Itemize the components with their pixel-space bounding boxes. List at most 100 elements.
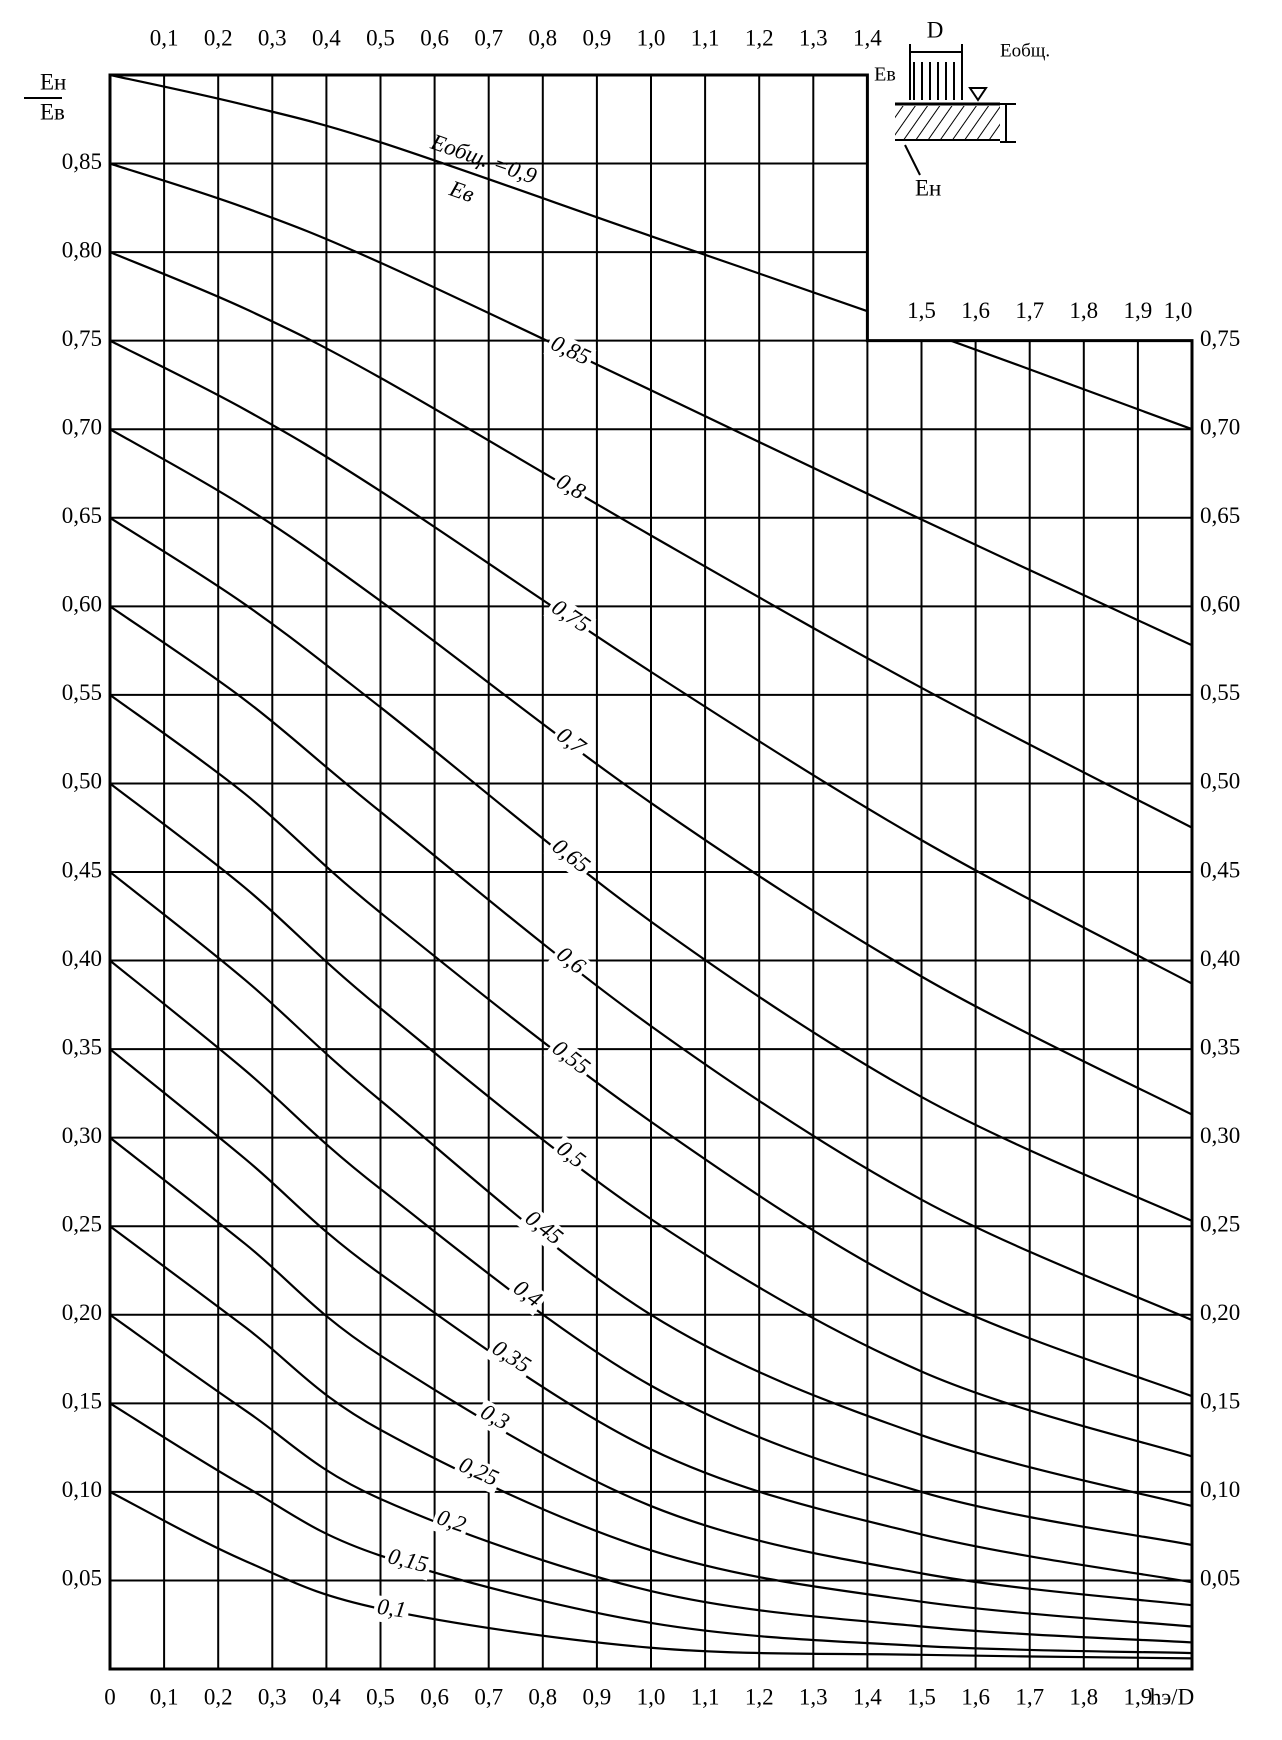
y-tick-label: 0,65: [62, 503, 102, 528]
right-y-tick-label: 0,10: [1200, 1477, 1240, 1502]
curve-label: 0,1: [372, 1594, 411, 1626]
upper-x-tick-label: 1,0: [1164, 298, 1193, 323]
y-tick-label: 0,20: [62, 1300, 102, 1325]
y-tick-label: 0,40: [62, 946, 102, 971]
top-x-tick-label: 1,1: [691, 25, 720, 50]
y-tick-label: 0,30: [62, 1123, 102, 1148]
y-tick-label: 0,25: [62, 1212, 102, 1237]
x-tick-label: 0,7: [474, 1684, 503, 1709]
x-tick-label: 0,8: [528, 1684, 557, 1709]
y-tick-label: 0,35: [62, 1034, 102, 1059]
top-x-tick-label: 0,4: [312, 25, 341, 50]
inset-e-upper: Eв: [874, 64, 896, 86]
top-x-tick-label: 1,3: [799, 25, 828, 50]
upper-x-tick-label: 1,6: [961, 298, 990, 323]
curve-label: Eобщ. =0,9Eв: [427, 129, 540, 208]
inset-e-lower: Eн: [915, 175, 941, 200]
right-y-tick-label: 0,15: [1200, 1389, 1240, 1414]
x-tick-label: 1,6: [961, 1684, 990, 1709]
curve-label: 0,2: [430, 1504, 472, 1541]
x-tick-label: 1,1: [691, 1684, 720, 1709]
curve: [110, 1402, 1192, 1655]
y-tick-label: 0,50: [62, 769, 102, 794]
right-y-tick-label: 0,20: [1200, 1300, 1240, 1325]
top-x-tick-label: 0,2: [204, 25, 233, 50]
curve: [110, 75, 1192, 431]
y-label-top: Eн: [40, 69, 66, 94]
y-tick-label: 0,05: [62, 1566, 102, 1591]
y-tick-label: 0,85: [62, 149, 102, 174]
curve-label-bg: [430, 1505, 472, 1541]
x-tick-label: 1,4: [853, 1684, 882, 1709]
y-tick-label: 0,45: [62, 857, 102, 882]
x-tick-label: 0: [104, 1684, 116, 1709]
right-y-tick-label: 0,45: [1200, 857, 1240, 882]
curve-label: 0,3: [472, 1398, 516, 1439]
x-tick-label: 0,1: [150, 1684, 179, 1709]
curve-label-bg: [543, 832, 597, 882]
curve: [110, 1048, 1192, 1584]
upper-x-tick-label: 1,5: [907, 298, 936, 323]
curve-label-bg: [548, 1134, 592, 1177]
top-x-tick-label: 0,5: [366, 25, 395, 50]
y-tick-label: 0,70: [62, 415, 102, 440]
x-tick-label: 1,5: [907, 1684, 936, 1709]
curve: [110, 1490, 1192, 1660]
curve-label-bg: [504, 1274, 549, 1316]
annotation: Eв: [446, 175, 478, 207]
upper-x-tick-label: 1,7: [1015, 298, 1044, 323]
right-y-tick-label: 0,55: [1200, 680, 1240, 705]
curve: [110, 162, 1192, 647]
curve-label-bg: [543, 594, 597, 642]
y-tick-label: 0,75: [62, 326, 102, 351]
y-tick-label: 0,10: [62, 1477, 102, 1502]
top-x-tick-label: 0,6: [420, 25, 449, 50]
y-tick-label: 0,55: [62, 680, 102, 705]
curve-label-bg: [543, 330, 597, 374]
curve-label-bg: [451, 1451, 505, 1495]
x-tick-label: 1,3: [799, 1684, 828, 1709]
curve: [110, 1136, 1192, 1607]
right-y-tick-label: 0,05: [1200, 1566, 1240, 1591]
top-x-tick-label: 0,1: [150, 25, 179, 50]
curve-label-bg: [483, 1334, 537, 1382]
x-tick-label: 0,5: [366, 1684, 395, 1709]
curve-label-bg: [381, 1544, 434, 1581]
curve-label: 0,8: [548, 468, 592, 509]
curve-label-text: 0,1: [376, 1594, 408, 1623]
curve-label: 0,35: [483, 1334, 537, 1382]
curve-label-bg: [548, 468, 592, 509]
right-y-tick-label: 0,35: [1200, 1034, 1240, 1059]
x-tick-label: 0,2: [204, 1684, 233, 1709]
upper-x-tick-label: 1,8: [1069, 298, 1098, 323]
curve-label-bg: [516, 1204, 569, 1254]
curve-label-bg: [372, 1594, 411, 1626]
inset-load: [913, 62, 955, 100]
right-y-tick-label: 0,40: [1200, 946, 1240, 971]
curve: [110, 428, 1192, 1116]
curve-label: 0,5: [548, 1134, 592, 1177]
curve-label: 0,85: [543, 330, 597, 374]
curve-label-text: 0,8: [552, 468, 590, 504]
curve-label-text: Eобщ. =0,9: [427, 129, 540, 189]
top-x-tick-label: 1,0: [637, 25, 666, 50]
right-y-tick-label: 0,60: [1200, 592, 1240, 617]
y-label-bottom: Eв: [40, 99, 65, 124]
inset-level: [968, 87, 988, 102]
y-tick-label: 0,15: [62, 1389, 102, 1414]
curve-label-bg: [543, 1034, 597, 1084]
curve-label-bg: [472, 1398, 516, 1439]
curve-label-text: 0,4: [509, 1275, 547, 1312]
x-tick-label: 1,9: [1124, 1684, 1153, 1709]
curve: [110, 251, 1192, 829]
curve: [110, 871, 1192, 1508]
x-tick-label: 0,9: [583, 1684, 612, 1709]
curve: [110, 1313, 1192, 1644]
x-tick-label: 1,2: [745, 1684, 774, 1709]
right-y-tick-label: 0,30: [1200, 1123, 1240, 1148]
curve-label-text: 0,15: [386, 1543, 431, 1577]
top-x-tick-label: 0,9: [583, 25, 612, 50]
x-tick-label: 1,0: [637, 1684, 666, 1709]
